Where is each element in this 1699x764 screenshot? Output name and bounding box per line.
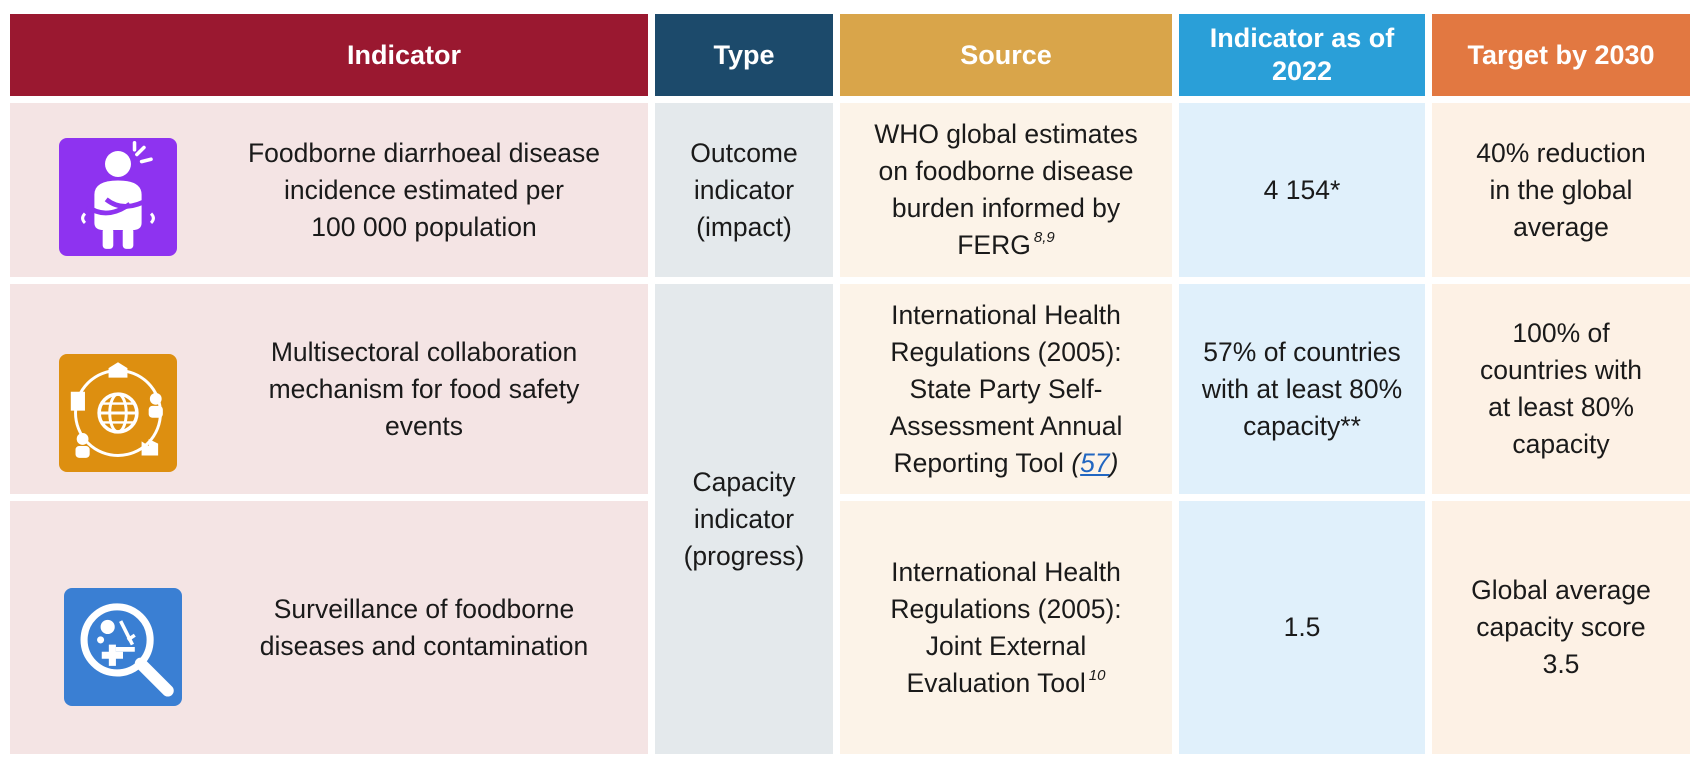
- row3-source-line1: International Health: [891, 556, 1121, 587]
- row1-source-line4: FERG 8,9: [957, 227, 1054, 264]
- header-indicator-2022: Indicator as of 2022: [1179, 14, 1425, 96]
- row3-value-text: 1.5: [1283, 612, 1321, 642]
- header-source: Source: [840, 14, 1172, 96]
- row1-source-line3: burden informed by: [891, 193, 1121, 223]
- row1-target-line1: 40% reduction: [1476, 137, 1646, 168]
- row1-indicator-line3: 100 000 population: [311, 211, 537, 242]
- row3-value: 1.5: [1179, 501, 1425, 754]
- row2-source-line1: International Health: [891, 299, 1121, 330]
- row1-target-line3: average: [1513, 211, 1609, 242]
- row1-indicator-line1: Foodborne diarrhoeal disease: [247, 137, 601, 168]
- row1-source-reference: 8,9: [1033, 229, 1055, 246]
- row2-source-line3: State Party Self-: [909, 373, 1103, 404]
- indicator-table: Indicator Type Source Indicator as of 202…: [10, 14, 1690, 754]
- row2-target-line1: 100% of: [1512, 318, 1610, 348]
- row3-source-line4: Evaluation Tool 10: [907, 665, 1106, 702]
- row3-source-last: Evaluation Tool: [906, 667, 1086, 698]
- row2-indicator-line1: Multisectoral collaboration: [270, 336, 578, 367]
- header-indicator: Indicator: [10, 14, 648, 96]
- row2-value: 57% of countries with at least 80% capac…: [1179, 284, 1425, 494]
- row3-source: International Health Regulations (2005):…: [840, 501, 1172, 754]
- row3-indicator-line2: diseases and contamination: [259, 630, 589, 661]
- multisectoral-collaboration-globe-icon: [59, 354, 177, 472]
- header-target-label: Target by 2030: [1467, 39, 1655, 70]
- row3-target-line2: capacity score: [1476, 612, 1646, 642]
- row1-type: Outcome indicator (impact): [655, 103, 833, 277]
- row2-target-line3: at least 80%: [1488, 392, 1634, 422]
- row2-target: 100% of countries with at least 80% capa…: [1432, 284, 1690, 494]
- row2-value-line2: with at least 80%: [1201, 373, 1403, 404]
- row2-indicator: Multisectoral collaboration mechanism fo…: [200, 284, 648, 494]
- row2-target-line2: countries with: [1479, 355, 1642, 385]
- row2-source-paren-open: (: [1071, 447, 1081, 478]
- row2-source-line5: Reporting Tool (57): [894, 445, 1119, 482]
- type-capacity-line3: (progress): [683, 540, 805, 571]
- header-indicator-2022-line2: 2022: [1271, 56, 1333, 86]
- row1-value: 4 154*: [1179, 103, 1425, 277]
- person-stomach-ache-icon: [59, 138, 177, 256]
- row1-indicator-line2: incidence estimated per: [284, 174, 564, 205]
- row2-value-line1: 57% of countries: [1203, 336, 1401, 367]
- row2-source: International Health Regulations (2005):…: [840, 284, 1172, 494]
- row3-source-reference: 10: [1088, 666, 1106, 684]
- row1-source: WHO global estimates on foodborne diseas…: [840, 103, 1172, 277]
- row1-source-last: FERG: [957, 230, 1031, 260]
- header-source-label: Source: [960, 39, 1052, 70]
- row2-source-line2: Regulations (2005):: [890, 336, 1122, 367]
- type-capacity-line1: Capacity: [692, 466, 796, 497]
- row3-target: Global average capacity score 3.5: [1432, 501, 1690, 754]
- row1-target-line2: in the global: [1489, 174, 1633, 205]
- surveillance-magnifier-icon: [64, 588, 182, 706]
- row1-source-line1: WHO global estimates: [874, 119, 1138, 149]
- capacity-type: Capacity indicator (progress): [655, 284, 833, 754]
- row2-source-last: Reporting Tool: [893, 447, 1064, 478]
- type-outcome-line1: Outcome: [690, 137, 798, 168]
- row3-indicator-line1: Surveillance of foodborne: [273, 593, 575, 624]
- header-type-label: Type: [713, 39, 775, 70]
- row2-value-line3: capacity**: [1243, 410, 1361, 441]
- header-target-2030: Target by 2030: [1432, 14, 1690, 96]
- type-outcome-line3: (impact): [696, 211, 792, 242]
- row3-target-line1: Global average: [1471, 575, 1651, 605]
- row1-value-text: 4 154*: [1263, 174, 1341, 205]
- row2-indicator-line3: events: [384, 410, 464, 441]
- row2-target-line4: capacity: [1512, 429, 1610, 459]
- header-indicator-2022-line1: Indicator as of: [1209, 23, 1395, 53]
- row2-source-paren-close: ): [1109, 447, 1119, 478]
- row2-indicator-line2: mechanism for food safety: [268, 373, 580, 404]
- header-type: Type: [655, 14, 833, 96]
- type-outcome-line2: indicator: [693, 174, 795, 205]
- row2-source-reference-link[interactable]: 57: [1080, 447, 1110, 478]
- row1-indicator: Foodborne diarrhoeal disease incidence e…: [200, 103, 648, 277]
- row3-indicator: Surveillance of foodborne diseases and c…: [200, 501, 648, 754]
- row1-source-line2: on foodborne disease: [878, 156, 1134, 186]
- type-capacity-line2: indicator: [693, 503, 795, 534]
- header-indicator-label: Indicator: [346, 39, 461, 70]
- row3-target-line3: 3.5: [1542, 649, 1580, 679]
- row1-target: 40% reduction in the global average: [1432, 103, 1690, 277]
- row3-source-line2: Regulations (2005):: [890, 593, 1122, 624]
- row2-source-line4: Assessment Annual: [889, 410, 1123, 441]
- row3-source-line3: Joint External: [925, 630, 1087, 661]
